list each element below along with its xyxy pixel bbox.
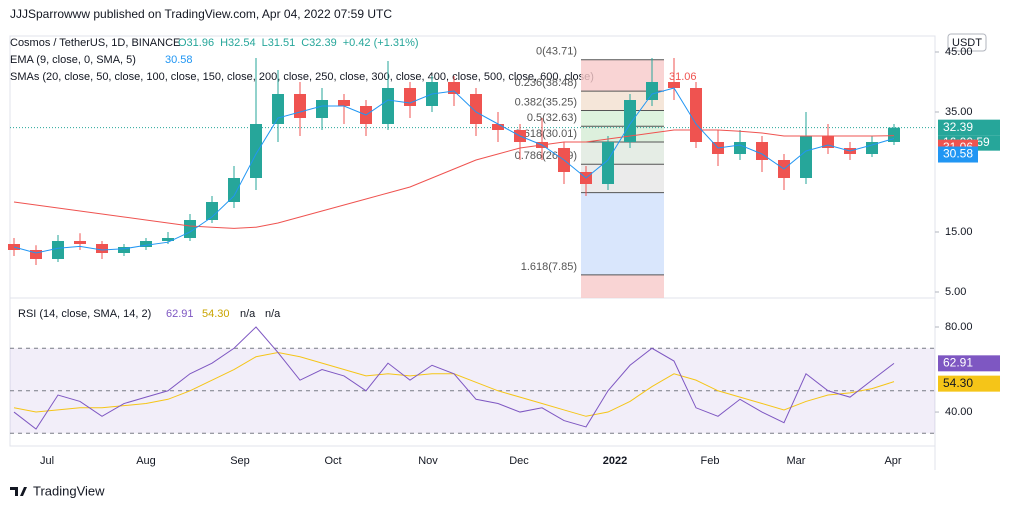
rsi-badge (938, 355, 1000, 372)
candle-body (338, 100, 350, 106)
fib-band (581, 126, 664, 142)
sma-line (13, 129, 895, 229)
x-tick-label: 2022 (603, 455, 627, 467)
rsi-tick-label: 80.00 (945, 321, 973, 333)
candle-body (206, 202, 218, 220)
candle-body (52, 241, 64, 259)
ema-value: 30.58 (165, 54, 193, 66)
candle-body (690, 88, 702, 142)
candle-body (602, 142, 614, 184)
candle-body (250, 124, 262, 178)
fib-label: 0.382(35.25) (515, 96, 577, 108)
fib-label: 0(43.71) (536, 46, 577, 58)
rsi-legend: RSI (14, close, SMA, 14, 2) (18, 308, 151, 320)
fib-label: 0.5(32.63) (527, 112, 577, 124)
sma-value: 31.06 (669, 71, 697, 83)
candle-body (822, 136, 834, 148)
ohlc-value: O31.96 (178, 37, 214, 49)
candle-body (74, 241, 86, 244)
candle-body (118, 247, 130, 253)
ohlc-value: H32.54 (220, 37, 255, 49)
y-tick-label: 5.00 (945, 286, 966, 298)
rsi-na: n/a (240, 308, 256, 320)
candle-body (162, 238, 174, 241)
x-tick-label: Nov (418, 455, 438, 467)
rsi-value: 62.91 (166, 308, 194, 320)
ohlc-value: L31.51 (262, 37, 296, 49)
candle-body (646, 82, 658, 100)
last-price-badge (938, 119, 1000, 136)
ema-legend: EMA (9, close, 0, SMA, 5) (10, 54, 136, 66)
rsi-sma-badge-label: 54.30 (943, 376, 973, 390)
fib-band (581, 274, 664, 298)
candle-body (140, 241, 152, 247)
candle-body (382, 88, 394, 124)
logo (10, 487, 27, 496)
candle-body (734, 142, 746, 154)
fib-band (581, 110, 664, 127)
candle-body (294, 94, 306, 118)
ema-badge-label: 30.58 (943, 147, 973, 161)
publish-header: JJJSparrowww published on TradingView.co… (10, 7, 392, 21)
currency-button[interactable] (947, 33, 987, 52)
brand: TradingView (33, 483, 105, 498)
candle-body (272, 94, 284, 124)
candle-body (866, 142, 878, 154)
ema-badge (938, 146, 978, 163)
y-tick-label: 15.00 (945, 226, 973, 238)
candle-body (30, 250, 42, 259)
rsi-sma-value: 54.30 (202, 308, 230, 320)
y-tick-label: 45.00 (945, 46, 973, 58)
candle-body (470, 94, 482, 124)
y-tick-label: 35.00 (945, 106, 973, 118)
x-tick-label: Feb (701, 455, 720, 467)
candle-body (316, 100, 328, 118)
x-tick-label: Oct (324, 455, 341, 467)
rsi-na: n/a (265, 308, 281, 320)
candle-body (96, 244, 108, 253)
x-tick-label: Aug (136, 455, 156, 467)
x-tick-label: Sep (230, 455, 250, 467)
symbol: Cosmos / TetherUS, 1D, BINANCE (10, 37, 180, 49)
candle-body (668, 82, 680, 88)
candle-body (888, 127, 900, 142)
fib-band (581, 164, 664, 193)
rsi-badge-label: 62.91 (943, 356, 973, 370)
fib-label: 0.236(38.48) (515, 77, 577, 89)
x-tick-label: Dec (509, 455, 529, 467)
ohlc-value: +0.42 (+1.31%) (343, 37, 419, 49)
candle-body (448, 82, 460, 94)
rsi-sma-badge (938, 375, 1000, 392)
candle-body (228, 178, 240, 202)
candle-body (800, 136, 812, 178)
rsi-tick-label: 40.00 (945, 406, 973, 418)
fib-band (581, 192, 664, 275)
x-tick-label: Apr (884, 455, 901, 467)
fib-label: 1.618(7.85) (521, 261, 577, 273)
ohlc-value: C32.39 (301, 37, 336, 49)
x-tick-label: Mar (787, 455, 806, 467)
last-price-badge-label: 32.39 (943, 120, 973, 134)
rsi-line (13, 326, 895, 430)
sma-legend: SMAs (20, close, 50, close, 100, close, … (10, 71, 594, 83)
x-tick-label: Jul (40, 455, 54, 467)
candle-body (492, 124, 504, 130)
fib-label: 0.618(30.01) (515, 128, 577, 140)
candle-body (624, 100, 636, 142)
currency[interactable]: USDT (952, 37, 982, 49)
fib-band (581, 141, 664, 165)
ema-line (13, 87, 895, 254)
